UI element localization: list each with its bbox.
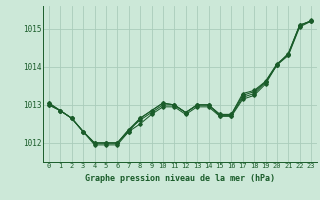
X-axis label: Graphe pression niveau de la mer (hPa): Graphe pression niveau de la mer (hPa) xyxy=(85,174,275,183)
